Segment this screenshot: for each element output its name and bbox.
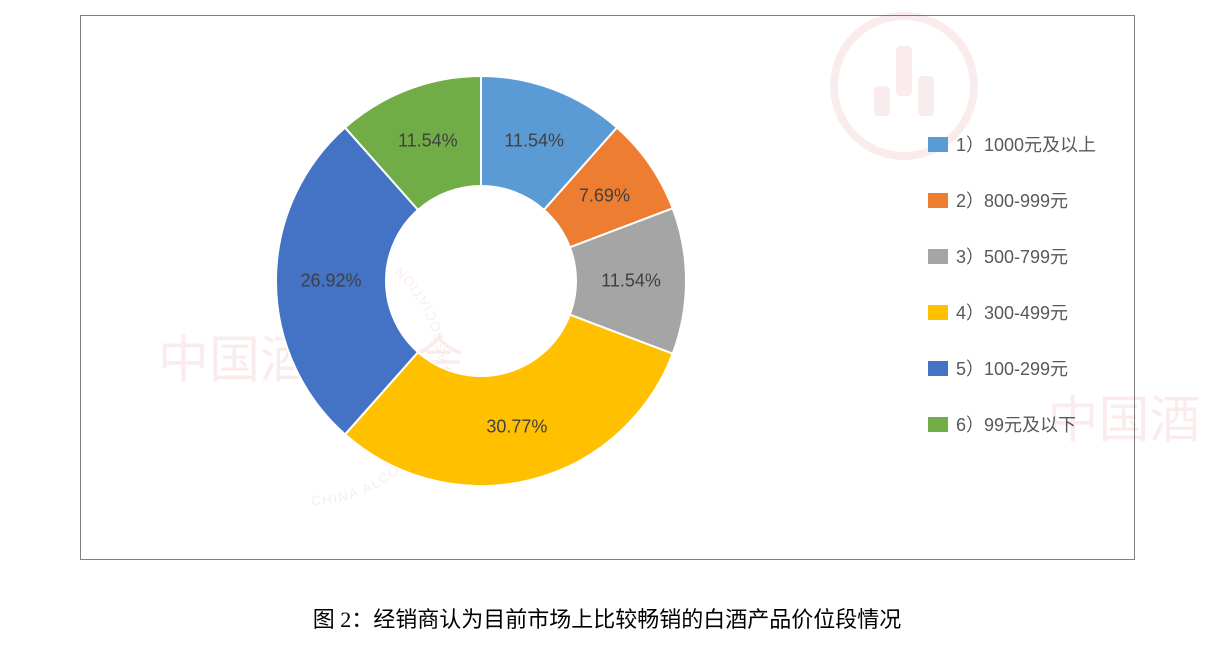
legend-item: 4）300-499元 (928, 299, 1096, 325)
legend-swatch (928, 361, 948, 376)
legend-label: 6）99元及以下 (956, 411, 1076, 437)
slice-value-label: 26.92% (300, 271, 361, 292)
legend-swatch (928, 193, 948, 208)
donut-chart: 11.54% 7.69% 11.54% 30.77% 26.92% 11.54% (261, 61, 701, 501)
slice-value-label: 7.69% (579, 185, 630, 206)
legend-label: 4）300-499元 (956, 299, 1068, 325)
legend-item: 3）500-799元 (928, 243, 1096, 269)
legend-label: 3）500-799元 (956, 243, 1068, 269)
legend-label: 1）1000元及以上 (956, 131, 1096, 157)
legend-swatch (928, 417, 948, 432)
legend-item: 1）1000元及以上 (928, 131, 1096, 157)
legend-swatch (928, 249, 948, 264)
legend-item: 2）800-999元 (928, 187, 1096, 213)
legend: 1）1000元及以上 2）800-999元 3）500-799元 4）300-499元… (928, 131, 1096, 437)
slice-value-label: 11.54% (398, 130, 458, 151)
legend-label: 2）800-999元 (956, 187, 1068, 213)
legend-item: 6）99元及以下 (928, 411, 1096, 437)
chart-frame: 中国酒业协会 CHINA ALCOHOLIC DRINKS ASSOCIATIO… (80, 15, 1135, 560)
legend-item: 5）100-299元 (928, 355, 1096, 381)
slice-value-label: 11.54% (601, 271, 661, 292)
legend-swatch (928, 137, 948, 152)
figure-caption: 图 2：经销商认为目前市场上比较畅销的白酒产品价位段情况 (0, 602, 1214, 634)
slice-value-label: 30.77% (486, 416, 547, 437)
slice-value-label: 11.54% (504, 130, 564, 151)
legend-label: 5）100-299元 (956, 355, 1068, 381)
legend-swatch (928, 305, 948, 320)
